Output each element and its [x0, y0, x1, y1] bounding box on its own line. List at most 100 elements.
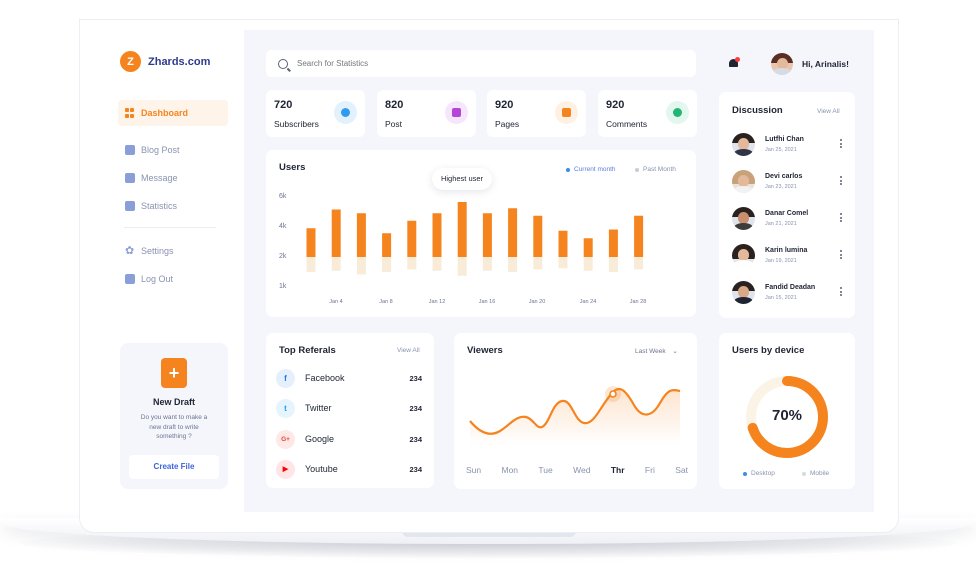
bar-current-month[interactable] [482, 213, 492, 257]
day-label[interactable]: Sat [675, 465, 688, 475]
more-options-icon[interactable] [840, 213, 842, 222]
sidebar-item-dashboard[interactable]: Dashboard [118, 100, 228, 126]
stat-card-pages[interactable]: 920 Pages [487, 90, 586, 137]
bar-past-month[interactable] [306, 257, 316, 272]
bar-current-month[interactable] [407, 220, 417, 257]
referral-row-google[interactable]: G+ Google 234 [276, 429, 426, 449]
stat-label: Subscribers [274, 119, 319, 129]
top-referrals-panel: Top Referals View All f Facebook 234 t T… [266, 333, 434, 488]
day-label[interactable]: Mon [501, 465, 519, 475]
bar-current-month[interactable] [306, 228, 316, 257]
bar-current-month[interactable] [331, 209, 341, 258]
more-options-icon[interactable] [840, 287, 842, 296]
bar-current-month[interactable] [382, 233, 392, 257]
x-tick: Jan 28 [629, 299, 647, 305]
device-donut-chart [746, 376, 828, 458]
stat-card-subscribers[interactable]: 720 Subscribers [266, 90, 365, 137]
referrals-view-all-link[interactable]: View All [397, 347, 420, 354]
bar-past-month[interactable] [558, 257, 568, 269]
viewers-highlight-point [609, 390, 617, 398]
bar-past-month[interactable] [634, 257, 644, 270]
referral-row-facebook[interactable]: f Facebook 234 [276, 368, 426, 388]
legend-desktop[interactable]: Desktop [743, 470, 775, 477]
search-input[interactable] [297, 59, 677, 68]
bar-past-month[interactable] [533, 257, 543, 270]
search-bar[interactable] [266, 50, 696, 77]
new-draft-card: + New Draft Do you want to make a new dr… [120, 343, 228, 489]
stat-value: 820 [385, 99, 404, 111]
day-label[interactable]: Tue [538, 465, 553, 475]
sidebar-item-logout[interactable]: Log Out [118, 266, 228, 292]
logout-icon [125, 274, 135, 284]
discussion-item[interactable]: Lutfhi Chan Jan 25, 2021 [732, 132, 850, 158]
sidebar-item-statistics[interactable]: Statistics [118, 193, 228, 219]
bar-past-month[interactable] [382, 257, 392, 272]
bar-current-month[interactable] [634, 215, 644, 257]
bar-current-month[interactable] [558, 230, 568, 257]
referral-row-twitter[interactable]: t Twitter 234 [276, 398, 426, 418]
add-file-icon[interactable]: + [161, 358, 187, 388]
bar-current-month[interactable] [508, 208, 518, 257]
bar-past-month[interactable] [407, 257, 417, 270]
bar-current-month[interactable] [356, 213, 366, 257]
discussion-name: Danar Comel [765, 210, 809, 217]
discussion-item[interactable]: Karin lumina Jan 19, 2021 [732, 243, 850, 269]
sidebar-item-blog-post[interactable]: Blog Post [118, 137, 228, 163]
legend-mobile[interactable]: Mobile [802, 470, 829, 477]
sidebar-item-settings[interactable]: ✿ Settings [118, 238, 228, 264]
discussion-date: Jan 25, 2021 [765, 147, 797, 153]
bar-current-month[interactable] [608, 229, 618, 258]
bar-past-month[interactable] [356, 257, 366, 275]
bar-current-month[interactable] [583, 238, 593, 257]
bar-past-month[interactable] [432, 257, 442, 271]
viewers-line-chart [469, 386, 681, 445]
referral-count: 234 [409, 434, 422, 444]
search-icon [278, 58, 288, 69]
logo[interactable]: Z Zhards.com [120, 51, 210, 72]
discussion-item[interactable]: Fandid Deadan Jan 15, 2021 [732, 280, 850, 306]
range-selector[interactable]: Last Week ⌄ [635, 347, 678, 355]
bar-current-month[interactable] [533, 215, 543, 257]
stat-card-comments[interactable]: 920 Comments [598, 90, 697, 137]
discussion-item[interactable]: Devi carlos Jan 23, 2021 [732, 169, 850, 195]
day-label-active[interactable]: Thr [610, 465, 625, 475]
sidebar-item-label: Dashboard [141, 108, 189, 118]
notification-dot [735, 57, 740, 62]
bar-past-month[interactable] [583, 257, 593, 271]
legend-dot [566, 167, 570, 172]
bar-current-month[interactable] [432, 213, 442, 257]
more-options-icon[interactable] [840, 139, 842, 148]
bar-current-month[interactable] [457, 202, 467, 257]
create-file-button[interactable]: Create File [129, 455, 219, 479]
sidebar-item-label: Message [141, 173, 178, 183]
bar-past-month[interactable] [508, 257, 518, 272]
notification-bell-icon[interactable] [727, 56, 741, 70]
bar-past-month[interactable] [331, 257, 341, 271]
day-label[interactable]: Fri [644, 465, 655, 475]
referral-count: 234 [409, 373, 422, 383]
legend-current-month[interactable]: Current month [566, 166, 616, 173]
referral-row-youtube[interactable]: ▶ Youtube 234 [276, 459, 426, 479]
discussion-view-all-link[interactable]: View All [817, 108, 840, 115]
more-options-icon[interactable] [840, 250, 842, 259]
sidebar-item-label: Statistics [141, 201, 178, 211]
user-avatar[interactable] [771, 53, 793, 75]
sidebar-item-label: Log Out [141, 274, 174, 284]
referral-count: 234 [409, 403, 422, 413]
donut-value: 70% [771, 407, 803, 424]
stat-card-post[interactable]: 820 Post [377, 90, 476, 137]
x-tick: Jan 8 [379, 299, 393, 305]
bar-past-month[interactable] [482, 257, 492, 271]
legend-dot [743, 471, 747, 476]
legend-past-month[interactable]: Past Month [635, 166, 676, 173]
discussion-date: Jan 19, 2021 [765, 258, 797, 264]
discussion-name: Lutfhi Chan [765, 136, 804, 143]
bar-past-month[interactable] [608, 257, 618, 272]
user-greeting[interactable]: Hi, Arinalis! [802, 59, 849, 69]
discussion-item[interactable]: Danar Comel Jan 21, 2021 [732, 206, 850, 232]
more-options-icon[interactable] [840, 176, 842, 185]
sidebar-item-message[interactable]: Message [118, 165, 228, 191]
day-label[interactable]: Wed [573, 465, 591, 475]
bar-past-month[interactable] [457, 257, 467, 276]
day-label[interactable]: Sun [466, 465, 482, 475]
